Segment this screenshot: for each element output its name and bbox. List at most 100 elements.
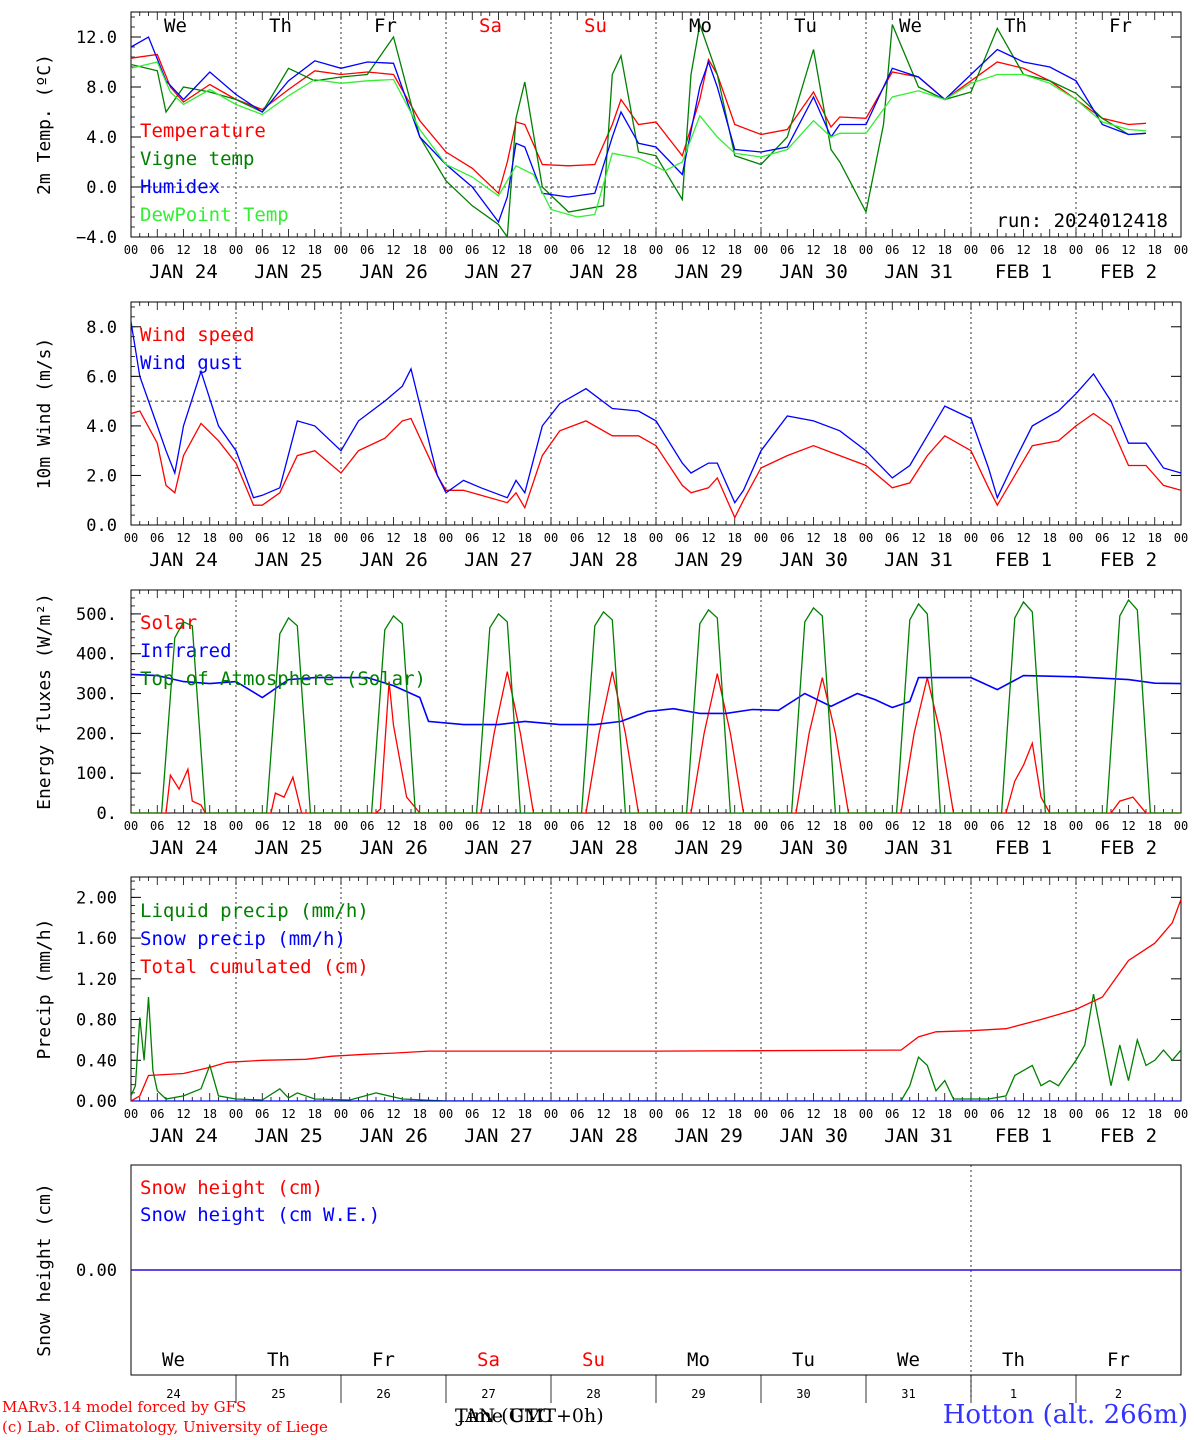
precip-hour-tick-label: 00 [859, 1107, 873, 1121]
precip-hour-tick-label: 00 [229, 1107, 243, 1121]
temp-hour-tick-label: 18 [1148, 243, 1162, 257]
energy-hour-tick-label: 06 [990, 819, 1004, 833]
weekday-label-top: Sa [479, 15, 502, 37]
temp-hour-tick-label: 18 [203, 243, 217, 257]
temp-date-label: JAN 25 [254, 261, 323, 283]
energy-date-label: JAN 24 [149, 837, 218, 859]
weekday-label-top: We [899, 15, 922, 37]
wind-hour-tick-label: 00 [124, 531, 138, 545]
day-number-label: 30 [796, 1387, 810, 1401]
energy-y-tick-label: 0. [97, 804, 117, 824]
temp-hour-tick-label: 06 [255, 243, 269, 257]
wind-y-axis-label: 10m Wind (m/s) [34, 338, 55, 490]
temp-hour-tick-label: 18 [518, 243, 532, 257]
energy-date-label: JAN 28 [569, 837, 638, 859]
precip-series-total-cumulated-cm-legend: Total cumulated (cm) [140, 956, 369, 978]
temp-y-tick-label: 8.0 [86, 78, 117, 98]
temp-hour-tick-label: 00 [964, 243, 978, 257]
temp-hour-tick-label: 00 [649, 243, 663, 257]
energy-hour-tick-label: 00 [1069, 819, 1083, 833]
energy-hour-tick-label: 00 [754, 819, 768, 833]
weekday-label-top: Fr [1109, 15, 1132, 37]
temp-series-temperature-legend: Temperature [140, 120, 266, 142]
weekday-label-top: We [164, 15, 187, 37]
day-number-label: 24 [166, 1387, 180, 1401]
precip-hour-tick-label: 12 [386, 1107, 400, 1121]
wind-date-label: JAN 24 [149, 549, 218, 571]
precip-date-label: FEB 1 [995, 1125, 1052, 1147]
precip-hour-tick-label: 12 [701, 1107, 715, 1121]
energy-hour-tick-label: 18 [308, 819, 322, 833]
precip-y-axis-label: Precip (mm/h) [34, 919, 55, 1060]
precip-date-label: FEB 2 [1100, 1125, 1157, 1147]
wind-hour-tick-label: 00 [439, 531, 453, 545]
temp-y-tick-label: 12.0 [76, 28, 117, 48]
temp-hour-tick-label: 18 [1043, 243, 1057, 257]
wind-hour-tick-label: 00 [334, 531, 348, 545]
precip-hour-tick-label: 18 [1148, 1107, 1162, 1121]
temp-hour-tick-label: 06 [990, 243, 1004, 257]
precip-hour-tick-label: 06 [360, 1107, 374, 1121]
temp-hour-tick-label: 06 [465, 243, 479, 257]
temp-hour-tick-label: 18 [623, 243, 637, 257]
temp-series-dewpoint-temp-line [131, 61, 1147, 218]
wind-date-label: FEB 1 [995, 549, 1052, 571]
energy-date-label: FEB 2 [1100, 837, 1157, 859]
wind-y-tick-label: 0.0 [86, 516, 117, 536]
wind-hour-tick-label: 06 [570, 531, 584, 545]
energy-y-axis-label: Energy fluxes (W/m²) [34, 593, 55, 810]
temp-y-tick-label: 4.0 [86, 128, 117, 148]
precip-hour-tick-label: 12 [176, 1107, 190, 1121]
temp-hour-tick-label: 12 [701, 243, 715, 257]
temp-series-humidex-legend: Humidex [140, 176, 220, 198]
precip-date-label: JAN 24 [149, 1125, 218, 1147]
time-axis-label: Time UTCJAN (GMT+0h) [455, 1405, 604, 1427]
energy-hour-tick-label: 12 [701, 819, 715, 833]
precip-hour-tick-label: 18 [728, 1107, 742, 1121]
energy-hour-tick-label: 06 [885, 819, 899, 833]
wind-hour-tick-label: 06 [150, 531, 164, 545]
precip-hour-tick-label: 12 [806, 1107, 820, 1121]
weekday-label-top: Th [1004, 15, 1027, 37]
energy-hour-tick-label: 12 [386, 819, 400, 833]
wind-y-tick-label: 2.0 [86, 466, 117, 486]
station-label: Hotton (alt. 266m) [942, 1400, 1188, 1430]
precip-series-snow-precip-mm-h-legend: Snow precip (mm/h) [140, 928, 346, 950]
energy-series-solar-legend: Solar [140, 612, 197, 634]
precip-hour-tick-label: 00 [439, 1107, 453, 1121]
energy-hour-tick-label: 12 [806, 819, 820, 833]
wind-date-label: JAN 26 [359, 549, 428, 571]
energy-y-tick-label: 500. [76, 605, 117, 625]
temp-series-humidex-line [131, 36, 1147, 224]
energy-hour-tick-label: 00 [439, 819, 453, 833]
wind-hour-tick-label: 12 [491, 531, 505, 545]
precip-hour-tick-label: 06 [570, 1107, 584, 1121]
energy-hour-tick-label: 06 [780, 819, 794, 833]
temp-y-axis-label: 2m Temp. (ºC) [34, 54, 55, 195]
wind-series-wind-speed-line [131, 410, 1181, 520]
weekday-label-top: Fr [374, 15, 397, 37]
precip-hour-tick-label: 18 [518, 1107, 532, 1121]
energy-date-label: JAN 30 [779, 837, 848, 859]
precip-hour-tick-label: 06 [990, 1107, 1004, 1121]
day-number-label: 27 [481, 1387, 495, 1401]
energy-hour-tick-label: 00 [649, 819, 663, 833]
day-number-label: 28 [586, 1387, 600, 1401]
weekday-label-bottom: Th [1002, 1349, 1025, 1371]
day-number-label: 26 [376, 1387, 390, 1401]
snow-series-snow-height-cm-legend: Snow height (cm) [140, 1177, 323, 1199]
temp-hour-tick-label: 12 [1016, 243, 1030, 257]
energy-hour-tick-label: 18 [1148, 819, 1162, 833]
temp-y-tick-label: 0.0 [86, 178, 117, 198]
precip-y-tick-label: 2.00 [76, 888, 117, 908]
precip-hour-tick-label: 00 [124, 1107, 138, 1121]
temp-hour-tick-label: 00 [544, 243, 558, 257]
energy-hour-tick-label: 00 [229, 819, 243, 833]
temp-hour-tick-label: 12 [281, 243, 295, 257]
energy-hour-tick-label: 12 [911, 819, 925, 833]
precip-y-tick-label: 1.60 [76, 929, 117, 949]
energy-hour-tick-label: 06 [675, 819, 689, 833]
precip-series-total-cumulated-cm-line [131, 899, 1181, 1101]
precip-y-tick-label: 0.80 [76, 1011, 117, 1031]
temp-hour-tick-label: 00 [1069, 243, 1083, 257]
